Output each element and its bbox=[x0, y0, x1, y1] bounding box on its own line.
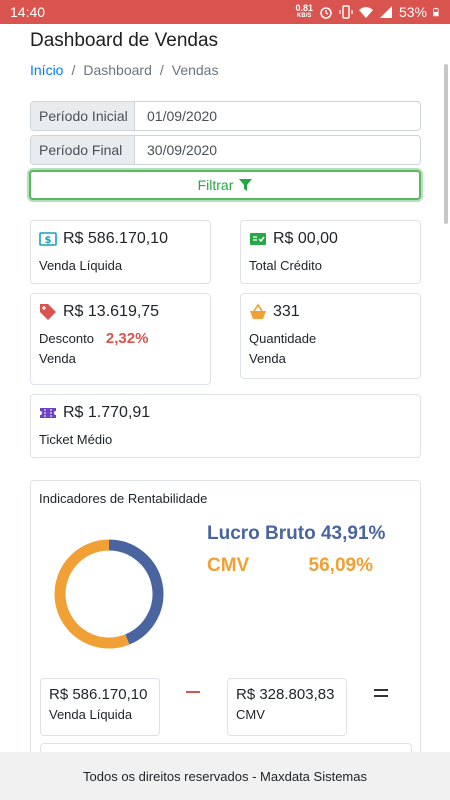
venda-liquida-value: R$ 586.170,10 bbox=[63, 230, 168, 247]
donut-slice-cmv bbox=[54, 539, 130, 649]
box-venda-liquida-value: R$ 586.170,10 bbox=[49, 686, 148, 703]
filter-button[interactable]: Filtrar bbox=[29, 170, 421, 200]
footer: Todos os direitos reservados - Maxdata S… bbox=[0, 752, 450, 800]
donut-chart bbox=[54, 539, 164, 649]
lucro-bruto-label: Lucro Bruto 43,91% bbox=[207, 523, 386, 544]
battery-percent: 53% bbox=[398, 4, 427, 20]
breadcrumb: Início / Dashboard / Vendas bbox=[30, 62, 218, 78]
page-content: Dashboard de Vendas Início / Dashboard /… bbox=[0, 24, 450, 752]
donut-slice-lucro bbox=[108, 539, 164, 645]
footer-text: Todos os direitos reservados - bbox=[83, 768, 261, 784]
status-time: 14:40 bbox=[10, 4, 46, 20]
signal-icon bbox=[379, 6, 392, 18]
card-rentabilidade: Indicadores de Rentabilidade Lucro Bruto… bbox=[30, 480, 421, 752]
svg-text:$: $ bbox=[45, 235, 52, 246]
credit-check-icon bbox=[250, 233, 266, 245]
net-speed: 0.81 KB/S bbox=[295, 3, 313, 20]
box-cmv: R$ 328.803,83 CMV bbox=[227, 678, 347, 736]
rentabilidade-title: Indicadores de Rentabilidade bbox=[39, 491, 208, 506]
start-date-group: Período Inicial 01/09/2020 bbox=[30, 101, 421, 131]
filter-button-label: Filtrar bbox=[197, 177, 234, 193]
box-venda-liquida: R$ 586.170,10 Venda Líquida bbox=[40, 678, 160, 736]
result-box bbox=[40, 743, 412, 752]
card-ticket-medio: R$ 1.770,91 Ticket Médio bbox=[30, 394, 421, 458]
vibrate-icon bbox=[339, 5, 353, 19]
filter-icon bbox=[239, 179, 253, 191]
desconto-label: Desconto bbox=[39, 331, 94, 346]
wifi-icon bbox=[358, 7, 373, 18]
venda-liquida-label: Venda Líquida bbox=[39, 258, 123, 273]
end-date-group: Período Final 30/09/2020 bbox=[30, 135, 421, 165]
box-cmv-label: CMV bbox=[236, 707, 265, 722]
battery-icon bbox=[433, 7, 439, 17]
cmv-row: CMV 56,09% bbox=[207, 555, 373, 577]
breadcrumb-home-link[interactable]: Início bbox=[30, 62, 64, 78]
start-date-input[interactable]: 01/09/2020 bbox=[147, 108, 218, 124]
basket-icon bbox=[250, 303, 266, 319]
ticket-medio-label: Ticket Médio bbox=[39, 432, 113, 447]
equals-operator bbox=[374, 689, 388, 697]
quantidade-value: 331 bbox=[273, 303, 300, 320]
total-credito-label: Total Crédito bbox=[249, 258, 322, 273]
card-desconto: R$ 13.619,75 Desconto 2,32% Venda bbox=[30, 293, 211, 385]
card-total-credito: R$ 00,00 Total Crédito bbox=[240, 220, 421, 284]
footer-brand: Maxdata Sistemas bbox=[260, 768, 367, 784]
cmv-percent: 56,09% bbox=[308, 555, 373, 576]
total-credito-value: R$ 00,00 bbox=[273, 230, 338, 247]
desconto-value: R$ 13.619,75 bbox=[63, 303, 160, 320]
tag-icon bbox=[40, 304, 56, 320]
breadcrumb-separator: / bbox=[71, 62, 76, 78]
money-icon: $ bbox=[39, 232, 57, 246]
end-date-input[interactable]: 30/09/2020 bbox=[147, 142, 218, 158]
cmv-label: CMV bbox=[207, 555, 250, 576]
breadcrumb-item-vendas: Vendas bbox=[171, 62, 219, 78]
minus-operator bbox=[186, 691, 200, 693]
start-date-label: Período Inicial bbox=[31, 102, 135, 130]
scrollbar[interactable] bbox=[444, 64, 448, 224]
box-venda-liquida-label: Venda Líquida bbox=[49, 707, 133, 722]
quantidade-label: Quantidade bbox=[249, 331, 317, 346]
status-bar: 14:40 0.81 KB/S 53% bbox=[0, 0, 450, 24]
ticket-icon bbox=[40, 408, 56, 418]
alarm-icon bbox=[320, 7, 332, 19]
desconto-sublabel: Venda bbox=[39, 351, 76, 366]
card-quantidade: 331 Quantidade Venda bbox=[240, 293, 421, 379]
quantidade-sublabel: Venda bbox=[249, 351, 286, 366]
breadcrumb-separator: / bbox=[159, 62, 164, 78]
breadcrumb-item-dashboard: Dashboard bbox=[83, 62, 152, 78]
end-date-label: Período Final bbox=[31, 136, 135, 164]
desconto-percent: 2,32% bbox=[105, 330, 149, 347]
ticket-medio-value: R$ 1.770,91 bbox=[63, 404, 151, 421]
page-title: Dashboard de Vendas bbox=[30, 30, 219, 51]
box-cmv-value: R$ 328.803,83 bbox=[236, 686, 335, 703]
card-venda-liquida: $ R$ 586.170,10 Venda Líquida bbox=[30, 220, 211, 284]
status-icons: 0.81 KB/S 53% bbox=[295, 4, 442, 20]
